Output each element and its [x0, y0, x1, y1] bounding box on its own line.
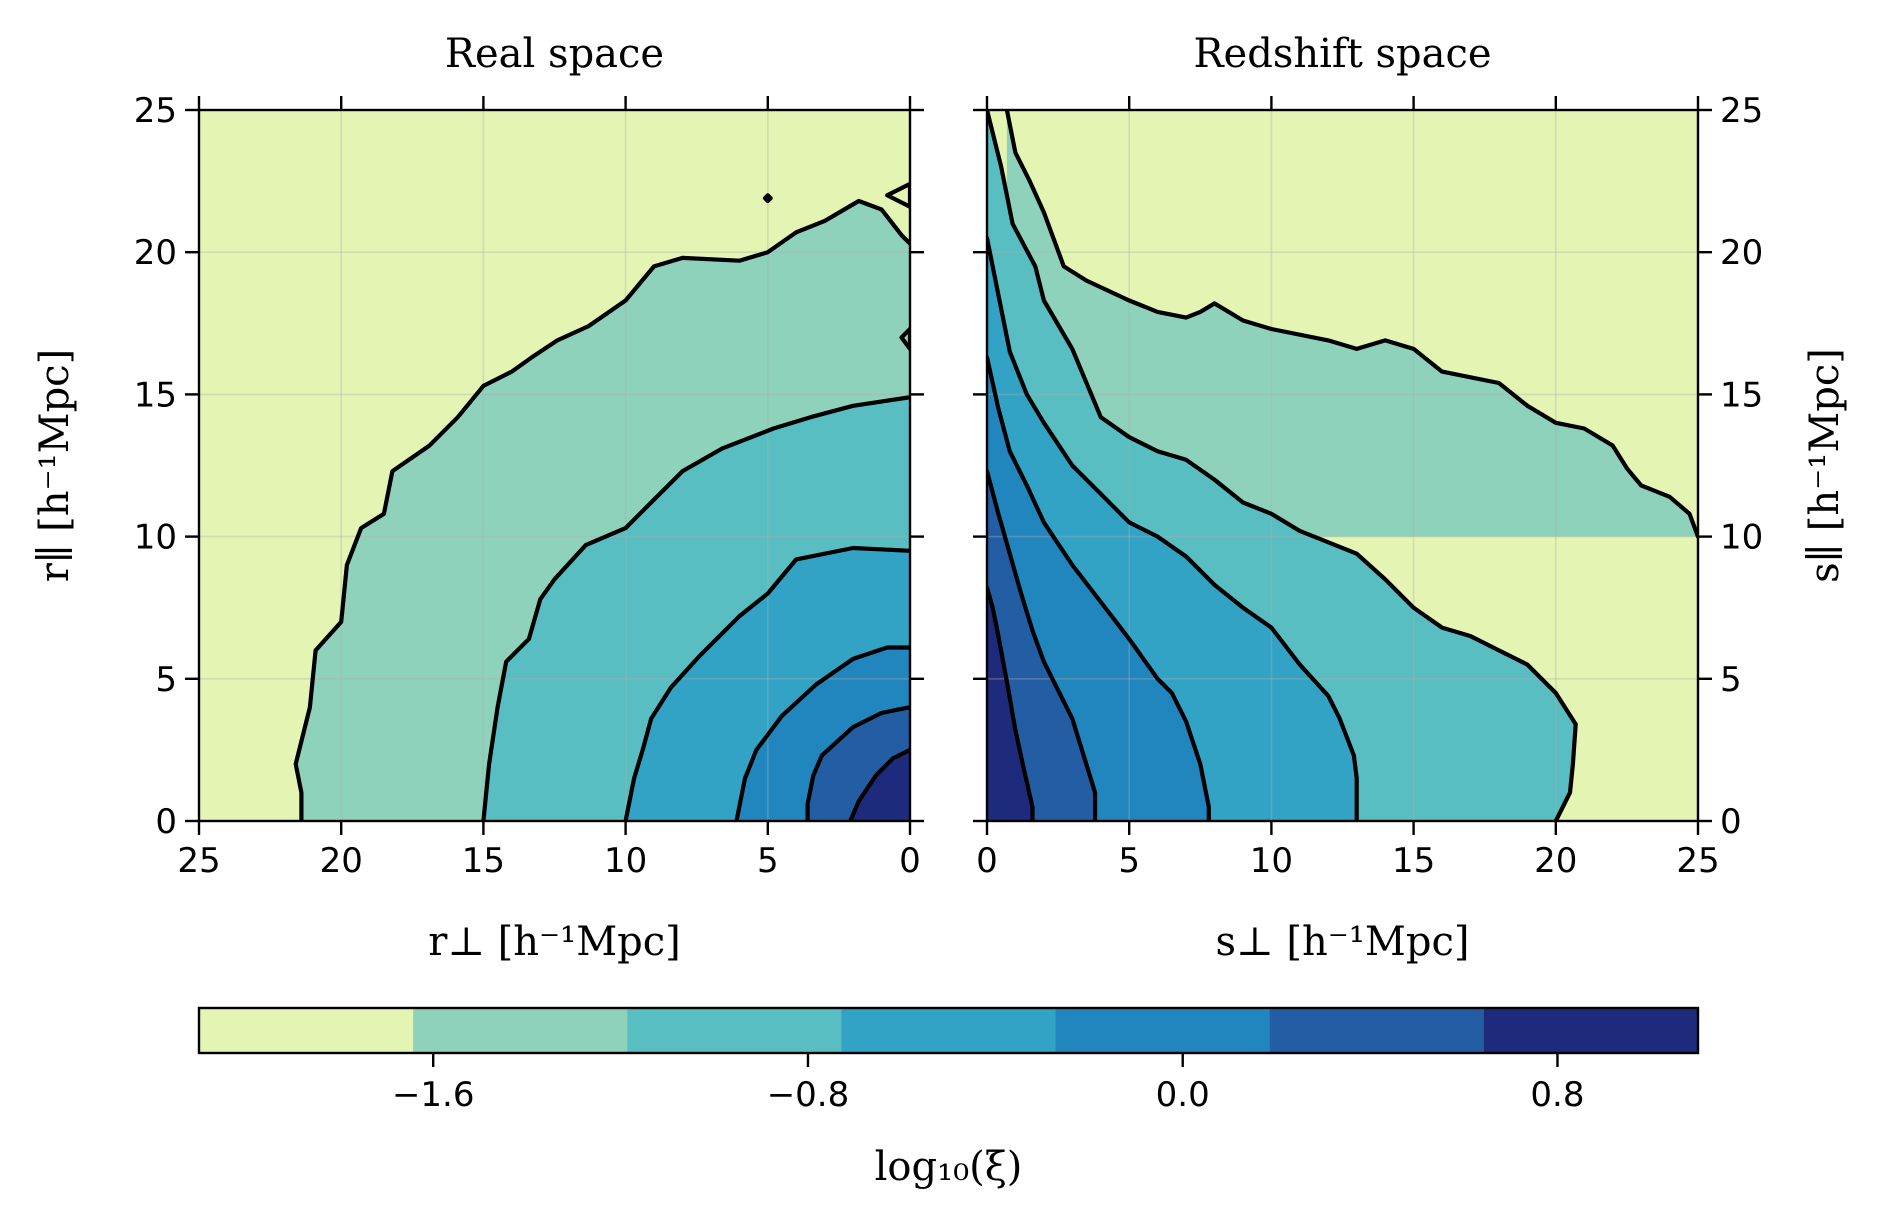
contour-line-3 [987, 235, 1359, 821]
colorbar-label: log₁₀(ξ) [875, 1144, 1023, 1190]
y-tick-label: 20 [134, 233, 177, 273]
ticks-real: 25 20 15 10 5 0 0 5 10 15 20 25 [134, 91, 924, 881]
x-tick-label: 10 [604, 841, 647, 881]
y-axis-label-redshift: s∥ [h⁻¹Mpc] [1802, 348, 1848, 583]
contour-island-2 [899, 326, 910, 351]
contour-fills-redshift [987, 110, 1698, 821]
panel-real-space: 25 20 15 10 5 0 0 5 10 15 20 25 Real space r⊥ [h⁻¹M… [32, 31, 924, 965]
colorbar-ticks: −1.6 −0.8 0.0 0.8 [392, 1053, 1585, 1115]
colorbar-segment-2 [627, 1008, 842, 1053]
plot-frame-real [197, 108, 912, 823]
contour-line-4 [734, 645, 910, 821]
contour-line-5 [987, 469, 1098, 821]
x-tick-label: 20 [320, 841, 363, 881]
contour-island-1 [885, 181, 910, 209]
contour-line-1 [1004, 110, 1698, 539]
y-tick-label: 0 [1720, 802, 1742, 842]
y-tick-label: 10 [134, 518, 177, 558]
y-axis-label-real: r∥ [h⁻¹Mpc] [32, 349, 78, 582]
contour-line-3 [623, 545, 910, 821]
colorbar-frame [197, 1006, 1700, 1055]
colorbar-segment-6 [1483, 1008, 1699, 1053]
colorbar-tick-label: 0.0 [1156, 1075, 1210, 1115]
panel-title-redshift: Redshift space [1193, 31, 1491, 77]
contour-line-2 [481, 395, 910, 821]
contour-band-1 [987, 110, 1698, 821]
x-tick-label: 5 [757, 841, 779, 881]
contour-line-5 [805, 705, 910, 821]
contour-line-2 [987, 110, 1578, 821]
x-tick-label: 15 [462, 841, 505, 881]
x-tick-label: 0 [976, 841, 998, 881]
contour-lines-redshift [987, 110, 1698, 821]
y-tick-label: 0 [155, 802, 177, 842]
contour-fills-real [199, 110, 910, 821]
colorbar-segment-0 [199, 1008, 414, 1053]
contour-band-6 [850, 749, 910, 821]
x-tick-label: 25 [177, 841, 220, 881]
y-tick-label: 15 [134, 375, 177, 415]
colorbar-segment-1 [413, 1008, 628, 1053]
colorbar-segment-4 [1055, 1008, 1271, 1053]
x-tick-label: 15 [1392, 841, 1435, 881]
y-tick-label: 15 [1720, 375, 1763, 415]
panel-title-real: Real space [445, 31, 664, 77]
colorbar-segments [199, 1008, 1699, 1053]
colorbar-tick-label: 0.8 [1530, 1075, 1584, 1115]
contour-line-6 [987, 585, 1035, 821]
x-tick-label: 10 [1250, 841, 1293, 881]
plot-frame-redshift [985, 108, 1700, 823]
colorbar: −1.6 −0.8 0.0 0.8 log₁₀(ξ) [197, 1006, 1700, 1190]
contour-island-0 [762, 193, 773, 204]
y-tick-label: 20 [1720, 233, 1763, 273]
x-axis-label-redshift: s⊥ [h⁻¹Mpc] [1216, 919, 1470, 965]
contour-lines-real [293, 181, 910, 821]
contour-line-6 [848, 747, 910, 821]
colorbar-tick-label: −0.8 [767, 1075, 850, 1115]
y-tick-label: 25 [134, 91, 177, 131]
contour-line-1 [293, 198, 910, 821]
x-tick-label: 5 [1118, 841, 1140, 881]
x-tick-label: 0 [899, 841, 921, 881]
y-tick-label: 5 [1720, 660, 1742, 700]
y-tick-label: 5 [155, 660, 177, 700]
contour-line-4 [987, 355, 1211, 821]
y-tick-label: 25 [1720, 91, 1763, 131]
y-tick-label: 10 [1720, 518, 1763, 558]
x-tick-label: 20 [1534, 841, 1577, 881]
colorbar-tick-label: −1.6 [392, 1075, 475, 1115]
x-tick-label: 25 [1676, 841, 1719, 881]
colorbar-segment-3 [841, 1008, 1057, 1053]
x-axis-label-real: r⊥ [h⁻¹Mpc] [428, 919, 681, 965]
colorbar-segment-5 [1269, 1008, 1485, 1053]
